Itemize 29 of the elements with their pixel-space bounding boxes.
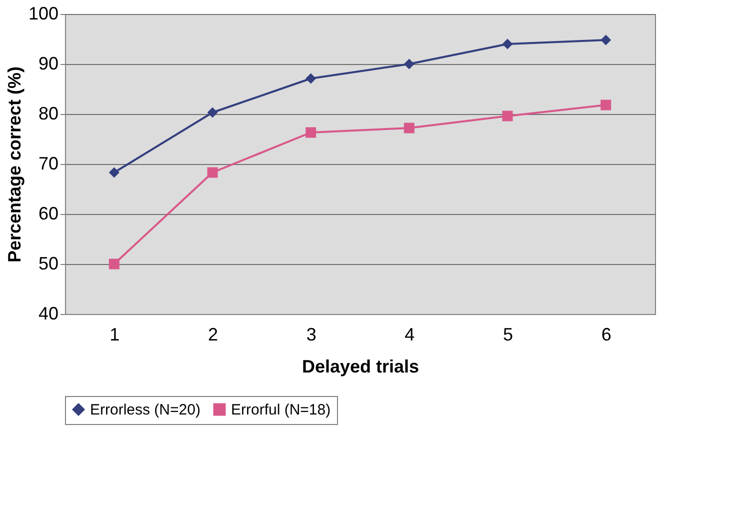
- point: [404, 122, 414, 134]
- y-tick-label: 80: [38, 104, 58, 124]
- point: [306, 127, 316, 138]
- point: [108, 258, 120, 270]
- point: [404, 58, 414, 70]
- y-axis-title: Percentage correct (%): [4, 66, 24, 263]
- point: [600, 100, 612, 110]
- x-tick-label: 6: [601, 324, 612, 344]
- x-tick-label: 3: [306, 324, 316, 344]
- point: [306, 73, 316, 84]
- y-tick-label: 50: [38, 254, 58, 274]
- point: [207, 107, 218, 118]
- legend-label: Errorful (N=18): [231, 402, 331, 419]
- point: [600, 34, 612, 46]
- x-tick-label: 2: [208, 324, 218, 344]
- y-tick-label: 100: [28, 4, 58, 24]
- legend-label: Errorless (N=20): [90, 402, 200, 419]
- x-tick-label: 5: [502, 324, 514, 344]
- point: [108, 167, 120, 178]
- point: [502, 110, 513, 122]
- x-tick-label: 4: [404, 324, 415, 344]
- y-tick-label: 60: [38, 204, 58, 224]
- point: [207, 167, 218, 178]
- x-tick-label: 1: [110, 324, 120, 344]
- point: [502, 38, 513, 50]
- x-axis-title: Delayed trials: [302, 356, 420, 376]
- y-tick-label: 40: [38, 304, 58, 324]
- y-tick-label: 70: [38, 154, 58, 174]
- y-tick-label: 90: [38, 54, 58, 74]
